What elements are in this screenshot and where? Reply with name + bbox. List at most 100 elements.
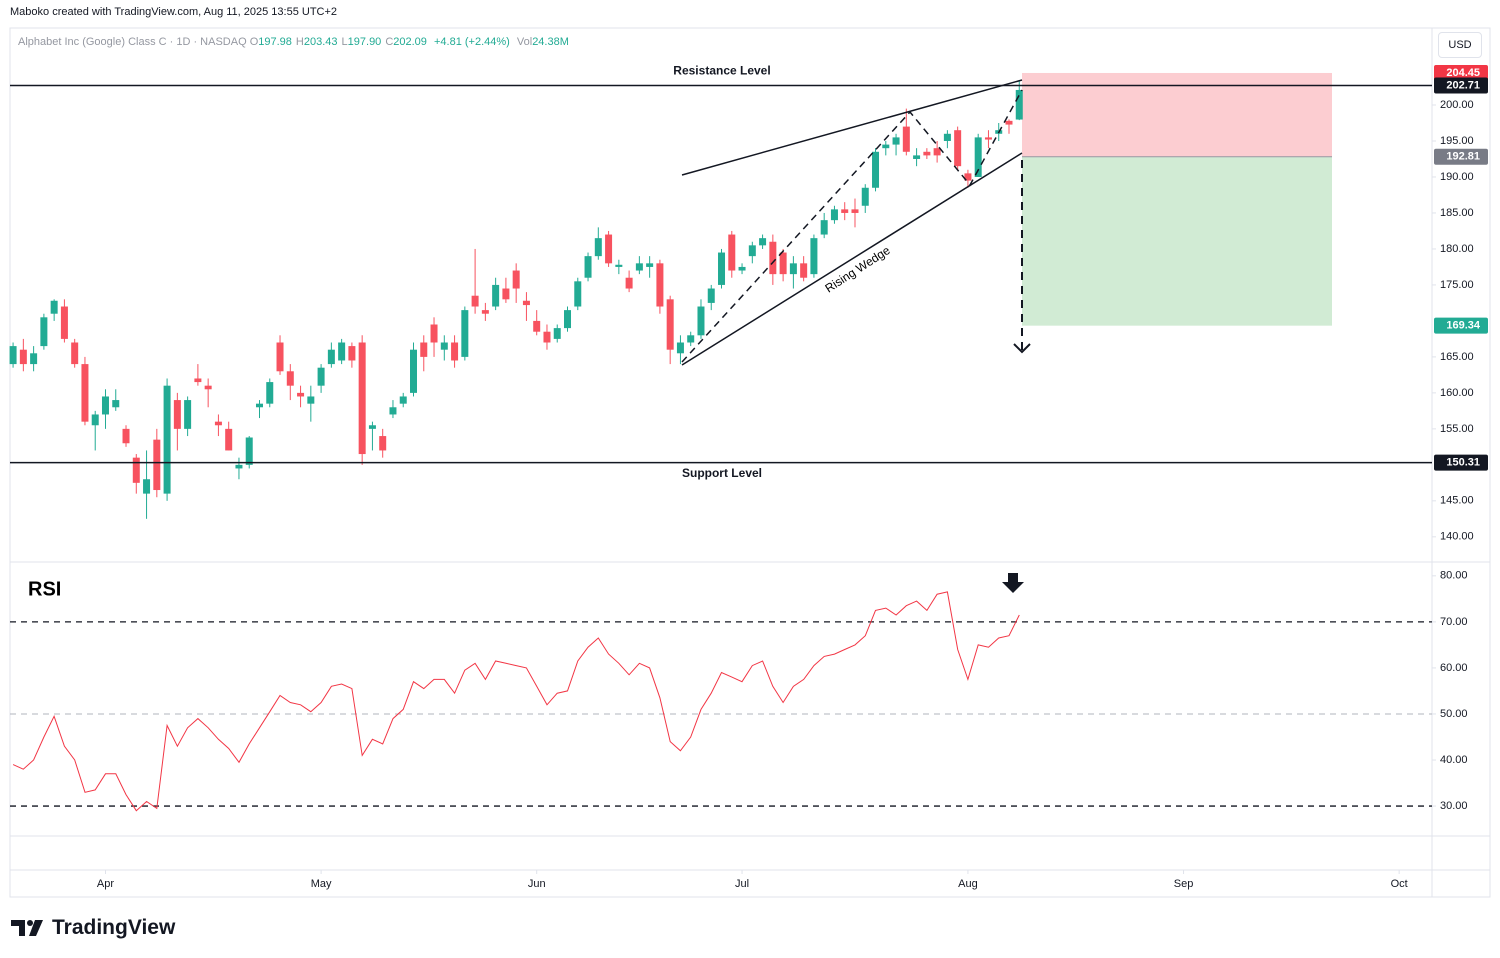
y-tick-label: 70.00 [1440,616,1468,628]
price-label-bg [1434,64,1488,81]
wedge-upper [681,79,1023,176]
y-tick-label: 60.00 [1440,662,1468,674]
candle-body [646,263,654,267]
y-tick-label: 30.00 [1440,800,1468,812]
candle-body [841,209,849,213]
candle-body [481,310,489,314]
candle-body [728,234,736,271]
candle-body [789,263,797,275]
price-label: 202.71 [1446,79,1480,91]
stop-zone [1022,72,1332,157]
x-tick-label: Sep [1174,878,1194,890]
y-tick-label: 80.00 [1440,570,1468,582]
attribution: Maboko created with TradingView.com, Aug… [10,6,338,18]
candle-body [553,328,561,339]
y-tick-label: 185.00 [1440,207,1474,219]
y-tick-label: 175.00 [1440,279,1474,291]
x-tick-label: Aug [958,878,978,890]
y-tick-label: 40.00 [1440,754,1468,766]
candle-body [933,148,941,156]
candle-body [297,392,305,397]
candle-body [286,371,294,386]
candle-body [605,234,613,264]
candle-body [492,284,500,307]
candle-body [718,252,726,285]
candle-body [584,256,592,278]
candle-body [800,263,808,278]
x-tick-label: Jul [735,878,749,890]
candle-body [235,464,243,469]
candle-body [143,479,151,494]
candle-body [1005,120,1013,125]
x-tick-label: Oct [1391,878,1408,890]
candle-body [1015,89,1023,120]
y-tick-label: 190.00 [1440,171,1474,183]
candle-body [892,137,900,145]
candle-body [153,439,161,491]
signal-arrow-icon [1002,573,1024,593]
price-change: +4.81 (+2.44%) [433,36,510,48]
candle-body [635,263,643,271]
ohlc-key: O [249,36,259,48]
candle-body [779,252,787,275]
candle-body [759,238,767,246]
ohlc-value: 203.43 [303,36,338,48]
candle-body [19,349,27,365]
candle-body [943,133,951,141]
price-label: 150.31 [1446,457,1480,469]
symbol-legend: Alphabet Inc (Google) Class C · 1D · NAS… [18,36,573,48]
price-label-bg [1434,317,1488,334]
candle-body [81,364,89,422]
y-tick-label: 165.00 [1440,351,1474,363]
candle-body [451,342,459,361]
candle-body [173,400,181,429]
candle-body [738,266,746,271]
candle-body [204,385,212,390]
candle-body [276,342,284,372]
wedge-zigzag [681,89,1023,363]
currency-button[interactable]: USD [1438,32,1482,58]
candle-body [872,151,880,188]
candle-body [50,300,58,314]
candle-body [163,385,171,494]
ohlc-value: 197.98 [258,36,292,48]
candle-body [60,306,68,339]
candle-body [769,241,777,275]
x-tick-label: Jun [528,878,546,890]
candle-body [615,264,623,267]
price-label: 169.34 [1446,320,1481,332]
y-tick-label: 50.00 [1440,708,1468,720]
y-tick-label: 180.00 [1440,243,1474,255]
ohlc-key: H [295,36,304,48]
ohlc-key: C [385,36,394,48]
rsi-line [12,591,1020,812]
price-label-bg [1434,148,1488,165]
candle-body [379,436,387,451]
candle-body [327,349,335,365]
candle-body [522,300,530,306]
candle-body [984,137,992,140]
candle-body [266,382,274,404]
candle-body [676,342,684,354]
candle-body [389,407,397,415]
y-tick-label: 195.00 [1440,135,1474,147]
candle-body [666,299,674,350]
candle-body [810,238,818,275]
candle-body [820,220,828,235]
candle-body [71,342,79,365]
symbol-name: Alphabet Inc (Google) Class C · 1D · NAS… [18,36,247,48]
volume-value: 24.38M [532,36,569,48]
x-tick-label: Apr [97,878,114,890]
candle-body [851,209,859,213]
candle-body [923,151,931,156]
candle-body [697,306,705,336]
candle-body [409,349,417,393]
brand-name: TradingView [52,916,176,939]
candle-body [882,144,890,149]
x-tick-label: May [311,878,332,890]
candle-body [112,400,120,408]
candle-body [964,173,972,181]
ohlc-key: L [341,36,348,48]
candle-body [255,403,263,408]
candle-body [122,428,130,444]
